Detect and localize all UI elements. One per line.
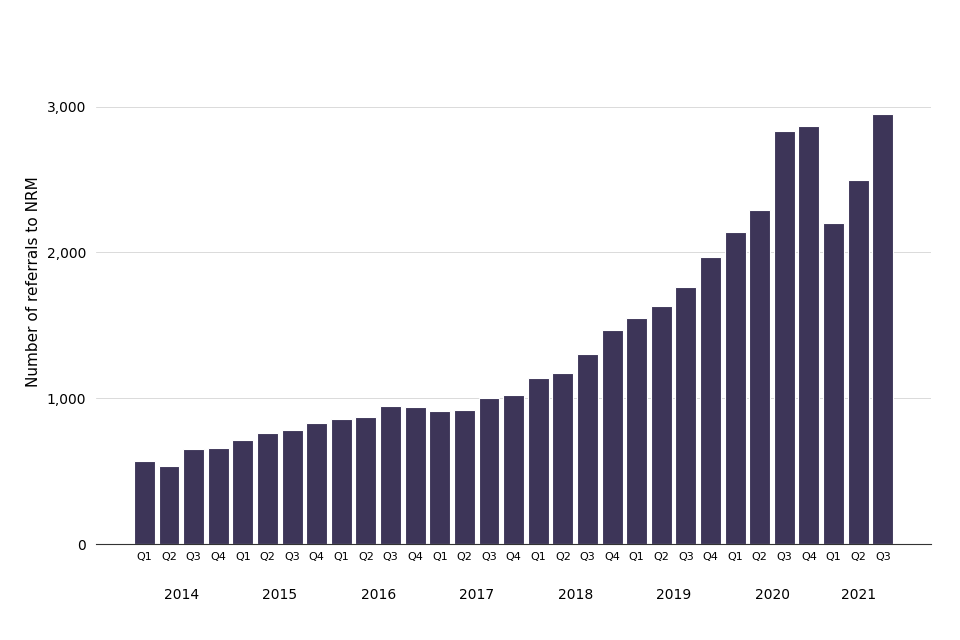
Bar: [528, 378, 549, 544]
Bar: [257, 433, 278, 544]
Bar: [380, 406, 401, 544]
Text: 2018: 2018: [558, 588, 592, 602]
Text: 2019: 2019: [656, 588, 691, 602]
Bar: [577, 355, 598, 544]
Bar: [700, 257, 721, 544]
Bar: [848, 180, 869, 544]
Bar: [454, 410, 475, 544]
Bar: [873, 114, 893, 544]
Bar: [774, 131, 795, 544]
Bar: [749, 210, 770, 544]
Text: 2016: 2016: [361, 588, 396, 602]
Bar: [134, 461, 155, 544]
Text: 2020: 2020: [755, 588, 789, 602]
Bar: [207, 448, 228, 544]
Text: 2021: 2021: [841, 588, 876, 602]
Bar: [626, 318, 647, 544]
Y-axis label: Number of referrals to NRM: Number of referrals to NRM: [26, 176, 41, 387]
Bar: [552, 372, 573, 544]
Bar: [405, 407, 425, 544]
Bar: [306, 423, 327, 544]
Bar: [281, 430, 302, 544]
Bar: [158, 466, 180, 544]
Bar: [355, 417, 376, 544]
Bar: [602, 330, 622, 544]
Bar: [331, 419, 351, 544]
Bar: [429, 412, 450, 544]
Bar: [799, 125, 820, 544]
Bar: [232, 440, 253, 544]
Bar: [183, 449, 204, 544]
Bar: [478, 398, 499, 544]
Bar: [823, 223, 844, 544]
Text: 2015: 2015: [262, 588, 298, 602]
Bar: [725, 232, 746, 544]
Bar: [651, 307, 672, 544]
Bar: [676, 287, 696, 544]
Bar: [503, 396, 524, 544]
Text: 2017: 2017: [459, 588, 494, 602]
Text: 2014: 2014: [164, 588, 199, 602]
